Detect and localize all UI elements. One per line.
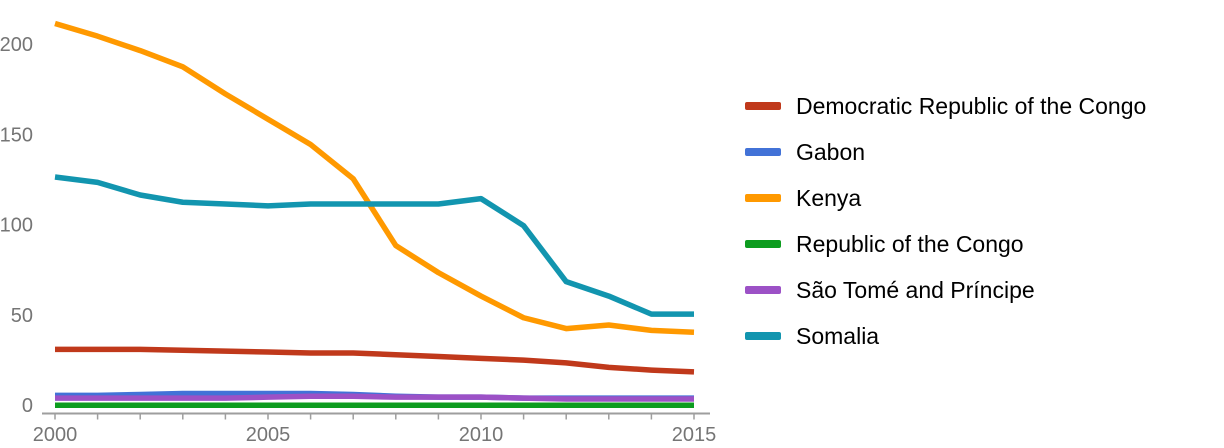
legend: Democratic Republic of the Congo Gabon Ken… <box>745 83 1146 359</box>
series-line-s-o-tom-and-pr-ncipe <box>55 393 694 402</box>
legend-item-gabon[interactable]: Gabon <box>745 129 1146 175</box>
y-axis-tick-label: 200 <box>0 34 33 56</box>
legend-label: São Tomé and Príncipe <box>796 276 1035 303</box>
legend-item-republic-of-the-congo[interactable]: Republic of the Congo <box>745 221 1146 267</box>
x-axis-tick-label: 2015 <box>672 424 717 446</box>
x-axis-tick-label: 2010 <box>459 424 504 446</box>
x-axis-tick-label: 2005 <box>246 424 291 446</box>
series-line-somalia <box>54 174 694 317</box>
y-axis-tick-label: 150 <box>0 124 33 146</box>
legend-label: Kenya <box>796 184 862 211</box>
legend-item-kenya[interactable]: Kenya <box>745 175 1146 221</box>
y-axis-tick-label: 100 <box>0 215 33 237</box>
series-line-democratic-republic-of-the-congo <box>55 346 695 375</box>
legend-item-democratic-republic-of-the-congo[interactable]: Democratic Republic of the Congo <box>745 83 1146 129</box>
legend-swatch-gabon <box>745 148 781 156</box>
legend-label: Republic of the Congo <box>796 230 1024 257</box>
legend-label: Democratic Republic of the Congo <box>796 92 1147 119</box>
series-line-kenya <box>54 20 695 335</box>
legend-label: Somalia <box>796 322 880 349</box>
legend-swatch-s-o-tom-and-pr-ncipe <box>745 286 781 294</box>
legend-label: Gabon <box>796 138 866 165</box>
y-axis-tick-label: 50 <box>11 305 33 327</box>
y-axis-tick-label: 0 <box>22 395 33 417</box>
plot-area: 2000 2005 2010 2015 0 50 100 150 200 <box>0 20 717 446</box>
legend-swatch-somalia <box>745 332 781 340</box>
legend-swatch-kenya <box>745 194 781 202</box>
x-axis-tick-label: 2000 <box>33 424 78 446</box>
legend-swatch-democratic-republic-of-the-congo <box>745 102 781 110</box>
legend-item-s-o-tom-and-pr-ncipe[interactable]: São Tomé and Príncipe <box>745 267 1146 313</box>
legend-swatch-republic-of-the-congo <box>745 240 781 248</box>
legend-item-somalia[interactable]: Somalia <box>745 313 1146 359</box>
